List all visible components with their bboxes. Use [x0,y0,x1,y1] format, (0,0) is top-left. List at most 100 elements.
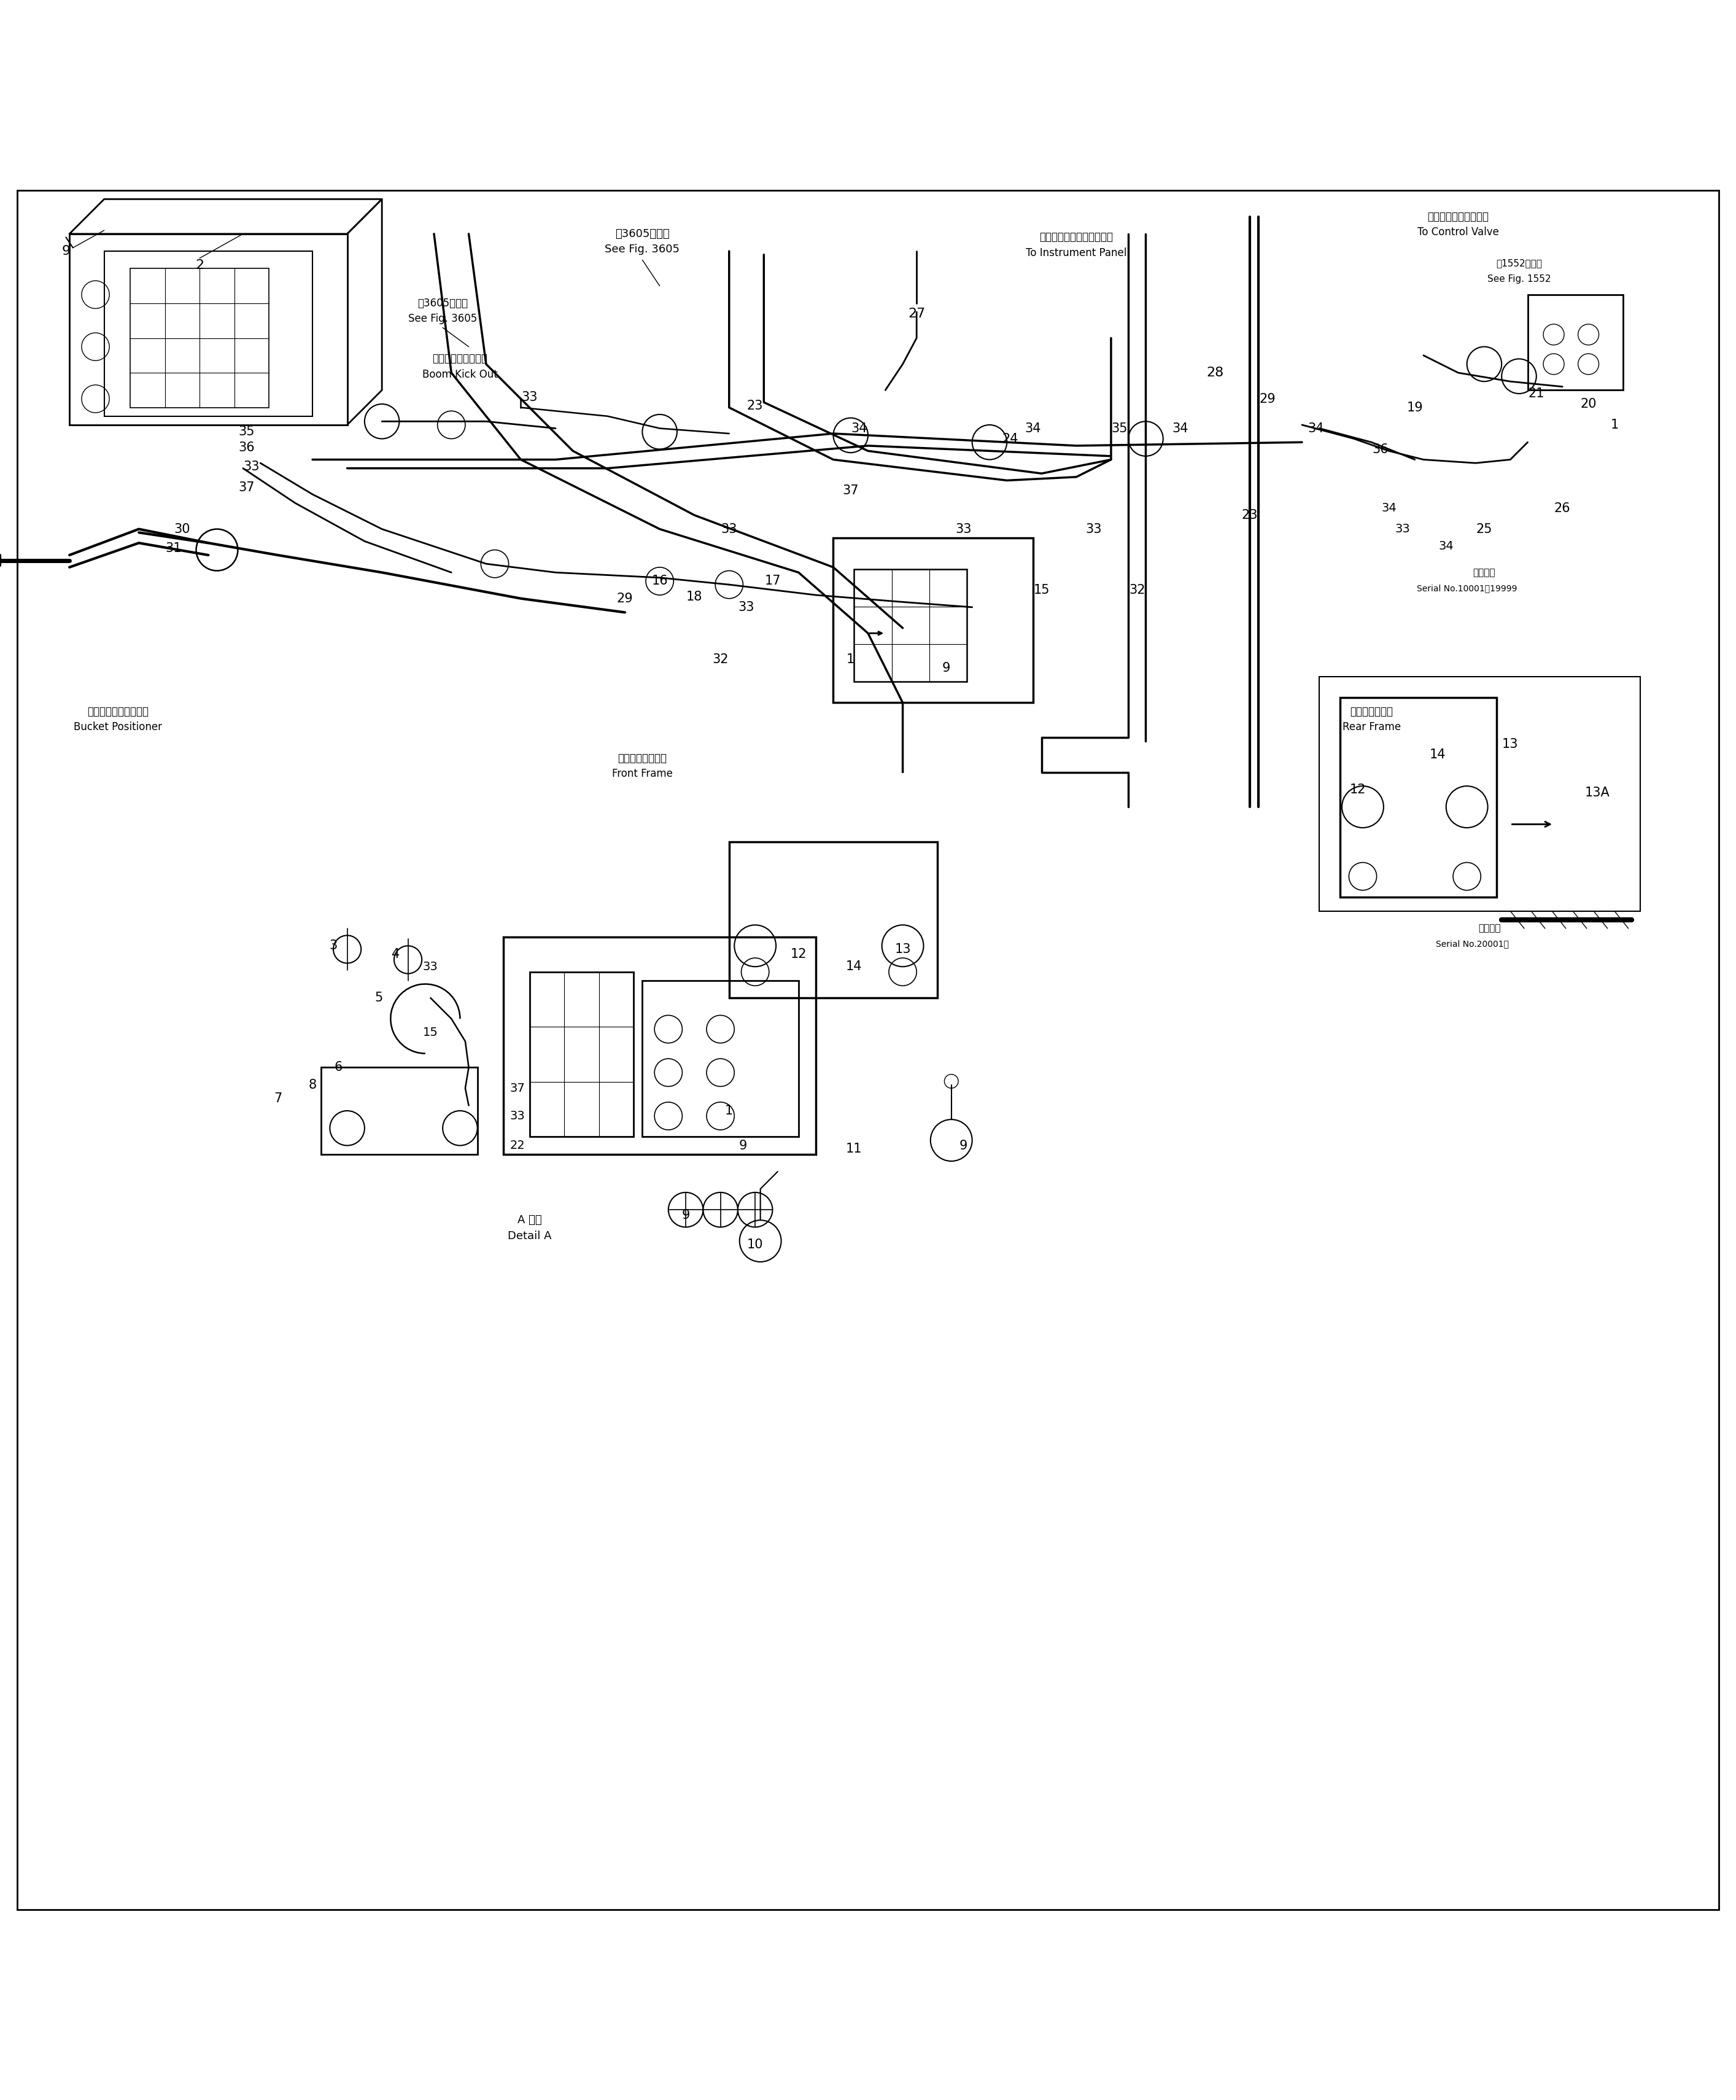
Text: 29: 29 [1259,393,1276,405]
Text: フロントフレーム: フロントフレーム [618,752,667,764]
Text: See Fig. 1552: See Fig. 1552 [1488,275,1550,284]
Bar [104,252,312,416]
Text: 16: 16 [651,575,668,588]
Text: Bucket Positioner: Bucket Positioner [75,722,161,733]
Text: See Fig. 3605: See Fig. 3605 [408,313,477,326]
Bar [1319,676,1641,911]
Text: 6: 6 [335,1060,342,1073]
Text: 13A: 13A [1585,788,1609,800]
Text: コントロールバルブへ: コントロールバルブへ [1427,210,1489,223]
Text: 第3605図参照: 第3605図参照 [615,229,670,239]
Text: 9: 9 [62,246,69,258]
Text: 33: 33 [1085,523,1102,536]
Text: Detail A: Detail A [507,1231,552,1241]
Text: 14: 14 [845,960,863,972]
Text: 適用号機: 適用号機 [1479,924,1500,932]
Text: 33: 33 [521,391,538,403]
Bar [321,1067,477,1155]
Text: ブームキックアウト: ブームキックアウト [432,353,488,365]
Text: 36: 36 [1371,443,1389,456]
Text: 34: 34 [1307,422,1325,435]
Text: 31: 31 [165,542,182,554]
Text: 第1552図参照: 第1552図参照 [1496,258,1542,269]
Text: 32: 32 [1128,584,1146,596]
Text: 33: 33 [243,460,260,472]
Text: 34: 34 [1172,422,1189,435]
Text: 13: 13 [1502,739,1519,750]
Text: To Instrument Panel: To Instrument Panel [1026,248,1127,258]
Text: 19: 19 [1406,401,1424,414]
Text: インスツルメントパネルへ: インスツルメントパネルへ [1040,231,1113,244]
Text: Serial No.20001～: Serial No.20001～ [1436,941,1509,949]
Bar [854,569,967,682]
Text: 35: 35 [1111,422,1128,435]
Bar [833,538,1033,704]
Text: See Fig. 3605: See Fig. 3605 [604,244,681,254]
Text: Front Frame: Front Frame [613,769,672,779]
Text: 9: 9 [943,662,950,674]
Text: 24: 24 [1002,433,1019,445]
Bar [130,269,269,407]
Text: 34: 34 [1382,502,1396,514]
Bar [1528,294,1623,391]
Bar [729,842,937,998]
Text: 17: 17 [764,575,781,588]
Text: 11: 11 [845,1142,863,1155]
Text: 3: 3 [330,939,337,951]
Text: 30: 30 [174,523,191,536]
Text: 12: 12 [1349,783,1366,796]
Text: 1: 1 [847,653,854,666]
Text: 37: 37 [842,485,859,498]
Text: 28: 28 [1207,368,1224,378]
Text: 33: 33 [738,601,755,613]
Bar [642,981,799,1136]
Text: 4: 4 [392,949,399,960]
Text: 15: 15 [424,1027,437,1040]
Text: 12: 12 [790,949,807,960]
Text: 34: 34 [1439,540,1453,552]
Text: 33: 33 [955,523,972,536]
Text: Serial No.10001～19999: Serial No.10001～19999 [1417,584,1517,592]
Text: 9: 9 [682,1210,689,1220]
Text: 14: 14 [1429,750,1446,760]
Text: 37: 37 [510,1082,524,1094]
Text: 20: 20 [1580,397,1597,410]
Text: 36: 36 [238,441,255,454]
Text: 1: 1 [1611,418,1618,430]
Text: 33: 33 [424,962,437,972]
Text: 7: 7 [274,1092,281,1105]
Text: 32: 32 [712,653,729,666]
Text: 適用号機: 適用号機 [1474,567,1495,578]
Text: 29: 29 [616,592,634,605]
Text: 25: 25 [1476,523,1493,536]
Text: 10: 10 [746,1239,764,1252]
Text: 5: 5 [375,991,382,1004]
Text: 33: 33 [720,523,738,536]
Text: 33: 33 [1396,523,1410,536]
Bar [1340,697,1496,897]
Bar [503,937,816,1155]
Text: 33: 33 [510,1111,524,1121]
Text: リヤーフレーム: リヤーフレーム [1351,706,1392,716]
Text: 26: 26 [1554,502,1571,514]
Bar [69,233,347,424]
Text: 23: 23 [1241,508,1259,521]
Text: A 詳細: A 詳細 [517,1214,542,1226]
Text: 第3605図参照: 第3605図参照 [417,298,469,309]
Text: 34: 34 [851,422,868,435]
Text: 18: 18 [686,590,703,603]
Text: 37: 37 [238,481,255,494]
Text: 8: 8 [309,1079,316,1090]
Bar [529,972,634,1136]
Text: To Control Valve: To Control Valve [1418,227,1498,237]
Text: 21: 21 [1528,389,1545,399]
Text: Rear Frame: Rear Frame [1342,722,1401,733]
Text: バケットポジッショナ: バケットポジッショナ [87,706,149,716]
Text: 27: 27 [908,307,925,319]
Text: 9: 9 [960,1140,967,1151]
Text: 9: 9 [740,1140,746,1151]
Text: 22: 22 [510,1140,524,1151]
Text: 34: 34 [1024,422,1042,435]
Text: 35: 35 [238,426,255,439]
Text: 15: 15 [1033,584,1050,596]
